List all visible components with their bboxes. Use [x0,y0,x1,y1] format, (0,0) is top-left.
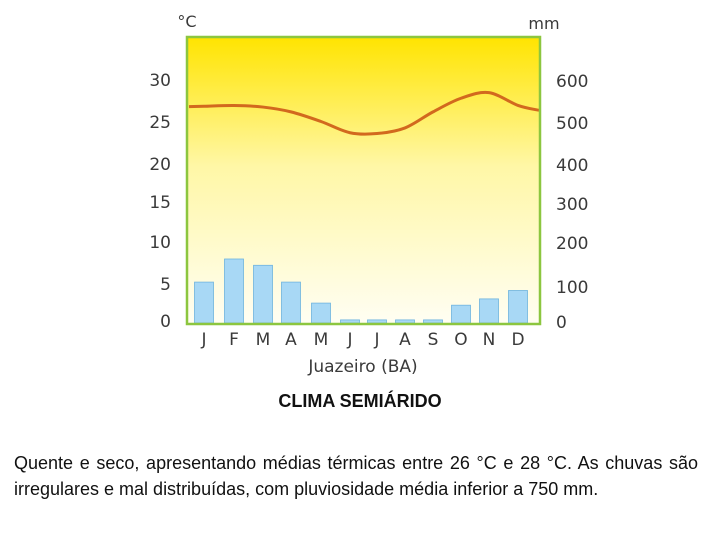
caption-title: CLIMA SEMIÁRIDO [278,391,442,411]
month-labels: J F M A M J J A S O N D [200,330,524,350]
month-label: D [511,330,524,350]
precipitation-bar [479,298,499,324]
month-label: S [428,330,439,350]
right-tick-label: 0 [556,313,567,333]
climate-chart: °C mm 30 25 20 15 10 5 0 600 500 400 300… [149,12,588,377]
month-label: F [229,330,239,350]
month-label: A [285,330,297,350]
plot-background [187,37,540,324]
right-axis-unit: mm [528,14,559,33]
right-tick-label: 500 [556,114,588,134]
month-label: M [314,330,329,350]
precipitation-bar [451,304,471,324]
left-tick-label: 25 [149,113,171,133]
caption-text: Quente e seco, apresentando médias térmi… [14,453,698,499]
right-tick-label: 100 [556,278,588,298]
left-tick-label: 0 [160,312,171,332]
month-label: J [346,330,352,350]
precipitation-bar [311,302,331,324]
precipitation-bar [340,319,360,324]
left-tick-label: 20 [149,155,171,175]
precipitation-bar [281,281,301,324]
station-name: Juazeiro (BA) [307,357,417,377]
left-tick-label: 30 [149,71,171,91]
precipitation-bar [224,258,244,324]
left-axis-unit: °C [177,12,196,31]
month-label: M [256,330,271,350]
precipitation-bar [253,264,273,324]
precipitation-bar [395,319,415,324]
month-label: J [200,330,206,350]
left-tick-label: 10 [149,233,171,253]
precipitation-bar [423,319,443,324]
right-tick-label: 600 [556,72,588,92]
right-axis-ticks: 600 500 400 300 200 100 0 [556,72,588,333]
right-tick-label: 200 [556,234,588,254]
precipitation-bar [367,319,387,324]
month-label: J [373,330,379,350]
right-tick-label: 400 [556,156,588,176]
month-label: A [399,330,411,350]
precipitation-bar [508,290,528,324]
temperature-line [188,90,540,136]
right-tick-label: 300 [556,195,588,215]
left-tick-label: 15 [149,193,171,213]
month-label: N [483,330,496,350]
precipitation-bar [194,281,214,324]
left-axis-ticks: 30 25 20 15 10 5 0 [149,71,171,332]
month-label: O [454,330,467,350]
left-tick-label: 5 [160,275,171,295]
plot-frame [185,35,542,326]
